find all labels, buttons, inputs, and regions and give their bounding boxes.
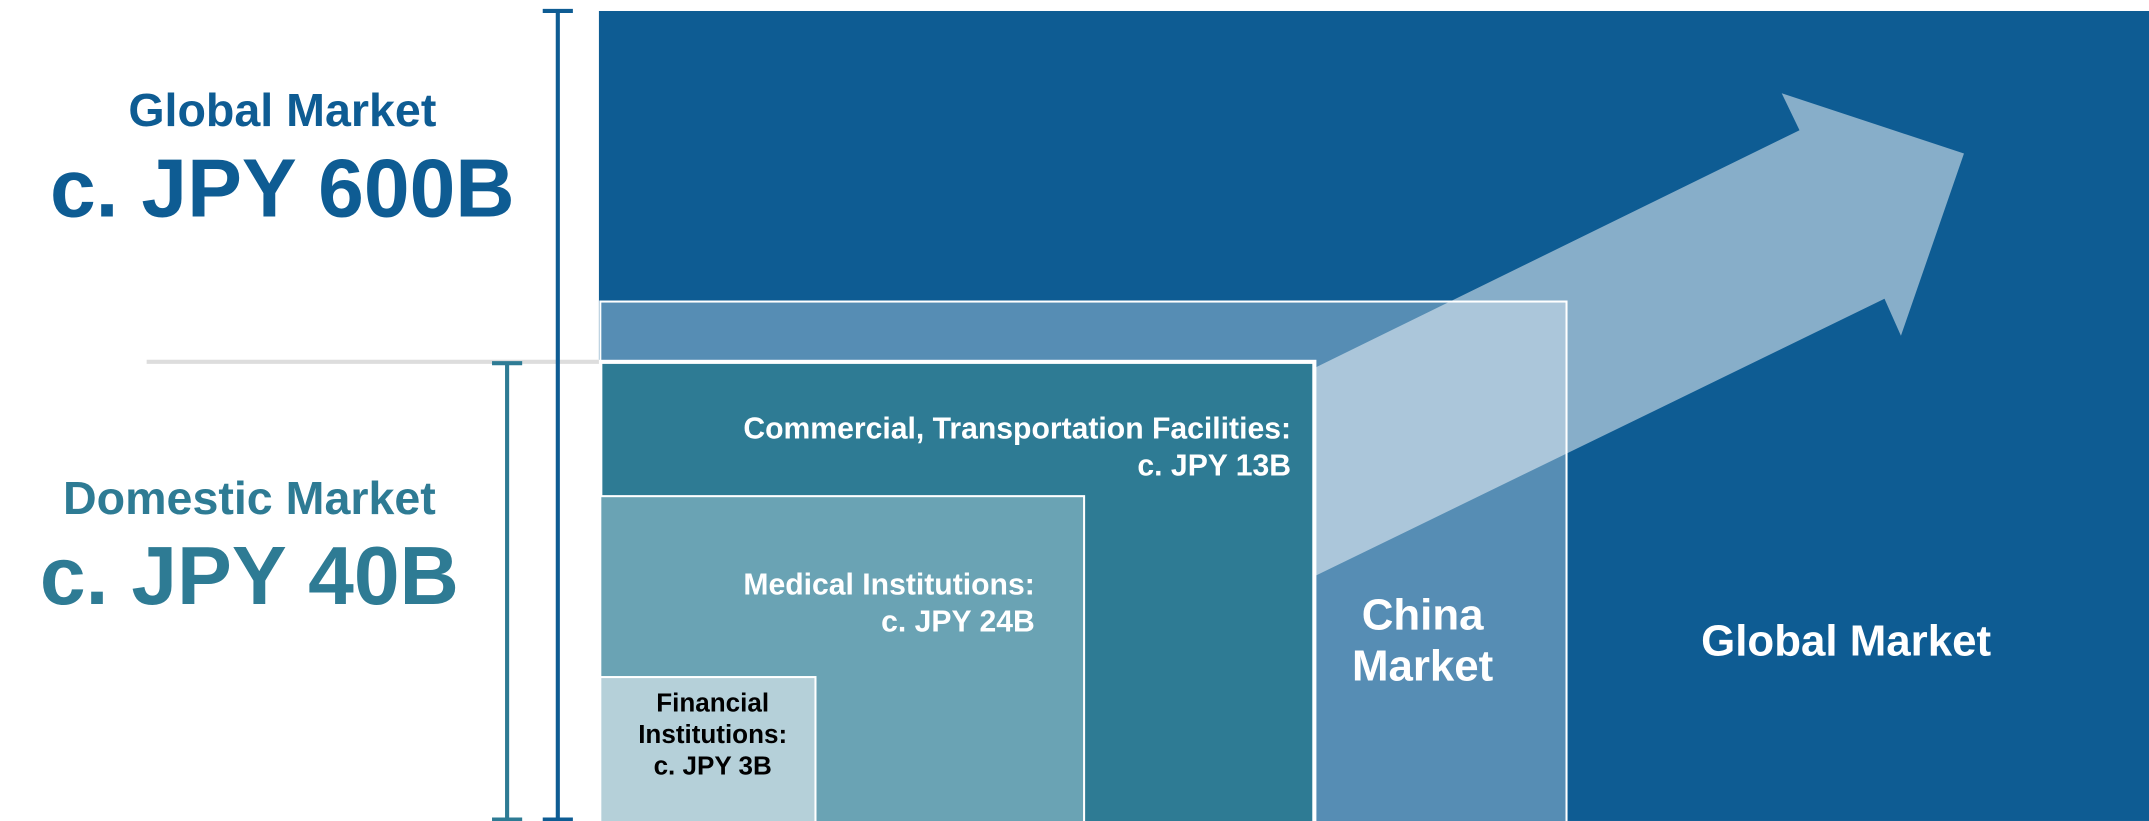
global-value: c. JPY 600B — [50, 143, 515, 234]
domestic-value: c. JPY 40B — [40, 531, 459, 622]
financial-label: Financial — [656, 687, 769, 717]
china-label: Market — [1352, 641, 1494, 690]
financial-label: c. JPY 3B — [654, 750, 772, 780]
medical-label: c. JPY 24B — [881, 606, 1035, 639]
commercial-label: c. JPY 13B — [1137, 449, 1291, 482]
growth-arrow — [1315, 93, 1964, 576]
global-bracket — [542, 8, 573, 821]
financial-area — [599, 676, 817, 821]
medical-label: Medical Institutions: — [743, 569, 1034, 602]
domestic-bracket — [492, 361, 523, 821]
global-label: Global Market — [1701, 617, 1991, 666]
financial-label: Institutions: — [638, 719, 787, 749]
commercial-label: Commercial, Transportation Facilities: — [743, 412, 1291, 445]
china-label: China — [1362, 591, 1484, 640]
domestic-title: Domestic Market — [63, 472, 436, 524]
global-title: Global Market — [128, 84, 436, 136]
